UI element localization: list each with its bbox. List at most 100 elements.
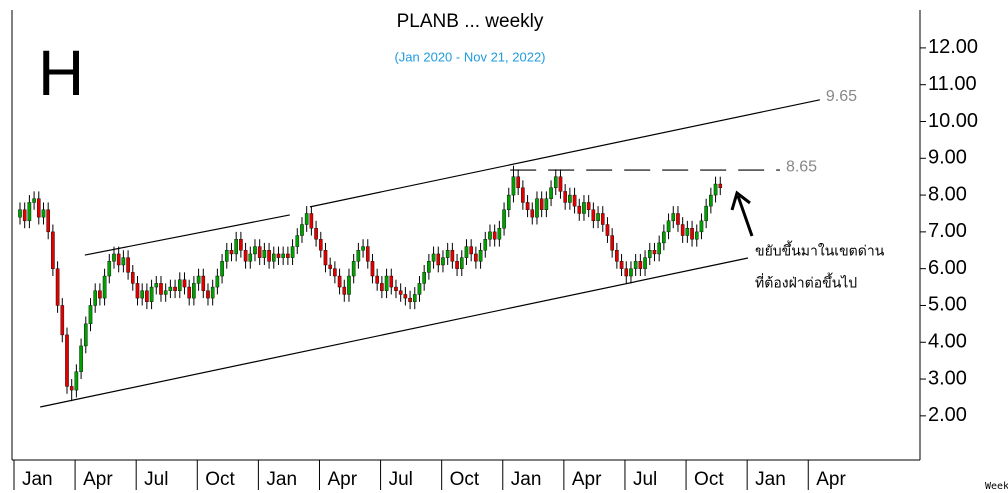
candle-body [445,250,450,258]
candle-body [563,191,567,203]
candle-body [206,290,210,299]
candle-body [88,305,93,325]
candle-body [102,275,107,299]
candle-body [380,283,384,291]
candle-body [356,250,361,262]
candle-body [506,194,511,210]
x-tick-label: Apr [816,469,846,490]
candle-body [55,268,60,306]
candle-body [671,213,676,222]
candle-body [361,246,365,251]
candle-body [60,305,65,336]
trend-line [40,257,749,408]
candle-body [318,239,323,251]
candle-body [286,253,290,258]
candle-body [281,253,285,258]
candle-body [427,261,431,273]
candle-body [417,283,422,295]
corner-label: H [38,37,84,109]
candle-body [718,183,723,188]
x-tick-label: Jan [22,469,53,490]
x-tick-label: Oct [205,469,235,490]
candle-body [638,261,643,269]
candle-body [577,205,582,214]
candle-body [257,246,262,258]
candle-body [107,261,112,277]
candle-body [121,257,126,266]
candle-body [384,275,389,291]
candle-body [685,227,690,236]
candle-body [488,231,492,240]
candle-body [629,268,633,277]
candle-body [210,286,215,299]
candle-body [182,279,187,288]
candle-body [375,275,379,284]
candle-body [459,257,464,269]
annotation-text: ขยับขึ้นมาในเขตด่าน [755,241,885,259]
chart-subtitle: (Jan 2020 - Nov 21, 2022) [394,49,545,64]
candle-body [591,209,596,222]
candle-body [314,227,318,240]
y-tick-label: 3.00 [928,367,967,389]
candle-body [248,253,253,262]
candle-body [290,246,295,258]
candle-body [342,286,347,295]
candle-body [154,283,159,288]
candle-body [163,290,168,295]
candle-body [27,202,32,222]
candle-body [511,176,516,196]
candle-body [408,297,412,302]
candle-body [709,194,713,207]
candle-body [633,261,638,269]
candle-body [196,275,201,284]
annotation-text: ที่ต้องฝ่าต่อขึ้นไป [755,273,857,291]
candle-body [243,250,248,262]
candle-body [403,294,408,299]
arrow-shaft [736,195,754,237]
candle-body [676,213,680,225]
candle-body [130,272,135,284]
candle-body [253,246,257,255]
candle-body [516,176,520,188]
candle-body [455,261,459,269]
candle-body [83,323,88,347]
candle-body [478,250,483,262]
candle-body [469,246,473,255]
y-tick-label: 4.00 [928,331,967,353]
candle-body [530,209,535,218]
x-tick-label: Apr [572,469,602,490]
candle-body [431,253,436,262]
candle-body [234,239,238,255]
candle-body [568,194,572,203]
candle-body [267,250,271,262]
candle-body [704,205,708,222]
x-tick-label: Oct [450,469,480,490]
candle-body [135,283,140,299]
candle-body [351,261,356,277]
candle-body [271,253,276,262]
candle-body [647,250,652,258]
candle-body [657,242,661,255]
candle-body [539,198,544,210]
candle-body [586,202,591,210]
candle-body [79,345,83,372]
candle-body [610,235,614,251]
candle-body [662,231,666,244]
candle-body [441,257,445,266]
x-tick-label: Jul [389,469,413,490]
candle-body [600,213,605,225]
candle-body [224,250,229,262]
x-tick-label: Jan [755,469,786,490]
candle-body [699,220,704,233]
candle-body [694,231,699,240]
x-tick-label: Apr [327,469,357,490]
candle-body [549,187,553,199]
candle-body [619,261,624,269]
candle-body [412,294,417,302]
candle-body [74,371,79,391]
candle-body [328,264,332,269]
candle-body [173,286,177,291]
candle-body [177,279,182,291]
